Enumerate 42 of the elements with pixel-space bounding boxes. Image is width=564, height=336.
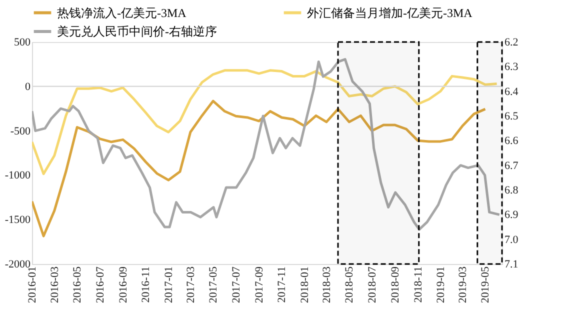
x-tick-label: 2018-09: [390, 266, 402, 304]
x-tick-label: 2017-09: [253, 266, 266, 304]
y-tick-label: -500: [10, 125, 31, 138]
x-tick-label: 2016-11: [140, 266, 152, 303]
x-tick-label: 2018-07: [366, 266, 378, 304]
x-tick-label: 2017-05: [208, 266, 220, 304]
y-tick-label: -1000: [4, 170, 31, 182]
y2-tick-label: 6.6: [504, 135, 519, 148]
x-tick-label: 2017-07: [230, 266, 242, 304]
y2-tick-label: 6.4: [504, 86, 519, 98]
x-tick-label: 2019-05: [480, 266, 492, 304]
legend-label: 外汇储备当月增加-亿美元-3MA: [307, 6, 473, 20]
y2-tick-label: 7.1: [504, 258, 518, 270]
line-series: [32, 69, 498, 176]
y2-tick-label: 6.7: [504, 160, 519, 172]
x-tick-label: 2018-03: [320, 266, 333, 304]
x-tick-label: 2016-03: [48, 266, 61, 304]
y2-tick-label: 6.9: [504, 209, 519, 222]
line-series: [32, 58, 501, 231]
x-tick-label: 2017-11: [276, 266, 288, 303]
y-tick-label: 500: [14, 36, 31, 48]
y-tick-label: -1500: [4, 214, 31, 226]
x-tick-label: 2019-01: [435, 266, 447, 304]
x-tick-label: 2017-01: [162, 266, 175, 304]
x-tick-label: 2019-03: [456, 266, 469, 304]
y2-tick-label: 7.0: [504, 234, 519, 246]
x-tick-label: 2018-05: [344, 266, 356, 304]
x-tick-label: 2016-07: [94, 266, 106, 304]
y2-tick-label: 6.5: [504, 110, 519, 122]
x-tick-label: 2018-01: [298, 266, 311, 304]
line-series: [32, 100, 486, 238]
x-tick-label: 2016-05: [72, 266, 84, 304]
x-tick-label: 2016-09: [117, 266, 130, 304]
y2-tick-label: 6.3: [504, 61, 519, 74]
x-tick-label: 2016-01: [26, 266, 38, 304]
y-tick-label: 0: [25, 80, 31, 93]
legend-label: 热钱净流入-亿美元-3MA: [57, 6, 187, 20]
x-tick-label: 2018-11: [412, 266, 424, 303]
y2-tick-label: 6.2: [504, 36, 518, 48]
x-tick-label: 2017-03: [184, 266, 197, 304]
legend-label: 美元兑人民币中间价-右轴逆序: [57, 24, 217, 38]
y2-tick-label: 6.8: [504, 184, 519, 196]
